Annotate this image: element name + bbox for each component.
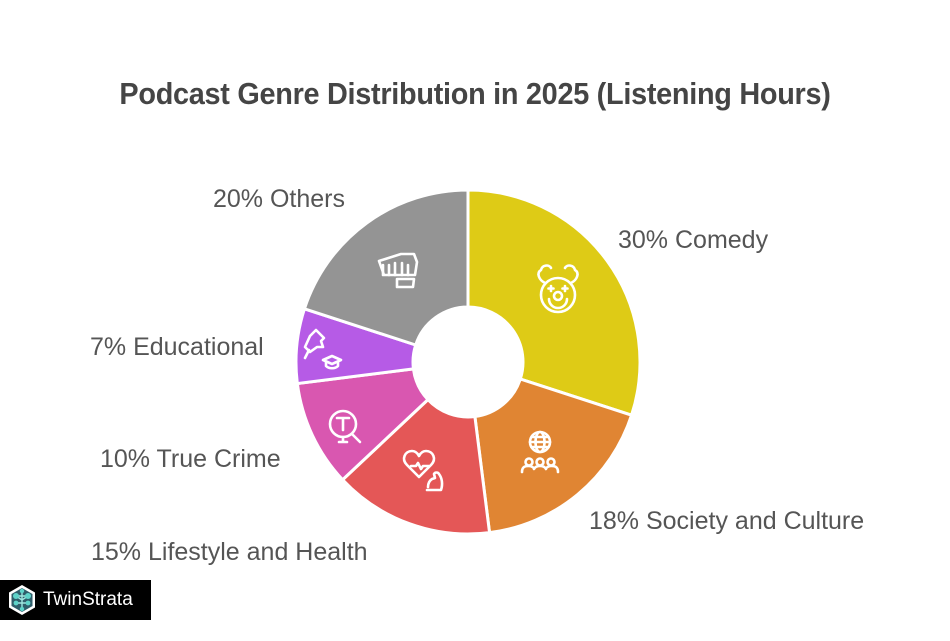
globe-people-icon — [520, 430, 560, 474]
network-hexagon-logo-icon — [9, 585, 35, 615]
heart-muscle-icon — [402, 449, 444, 492]
magnifier-t-icon — [328, 409, 362, 444]
fist-icon — [377, 252, 419, 289]
label-true-crime: 10% True Crime — [100, 445, 281, 473]
pushpin-graduation-cap-icon — [303, 328, 343, 370]
slice-others — [302, 188, 470, 347]
label-others: 20% Others — [213, 185, 346, 213]
watermark-brand: TwinStrata — [43, 589, 133, 610]
label-lifestyle-health: 15% Lifestyle and Health — [91, 538, 368, 566]
slice-society-and-culture — [473, 377, 634, 535]
chart-title: Podcast Genre Distribution in 2025 (List… — [119, 76, 831, 111]
slice-comedy — [466, 188, 642, 417]
watermark-badge: TwinStrata — [0, 580, 151, 620]
clown-face-icon — [537, 264, 579, 314]
label-society-culture: 18% Society and Culture — [589, 507, 865, 535]
label-educational: 7% Educational — [90, 333, 264, 361]
label-comedy: 30% Comedy — [618, 226, 769, 254]
